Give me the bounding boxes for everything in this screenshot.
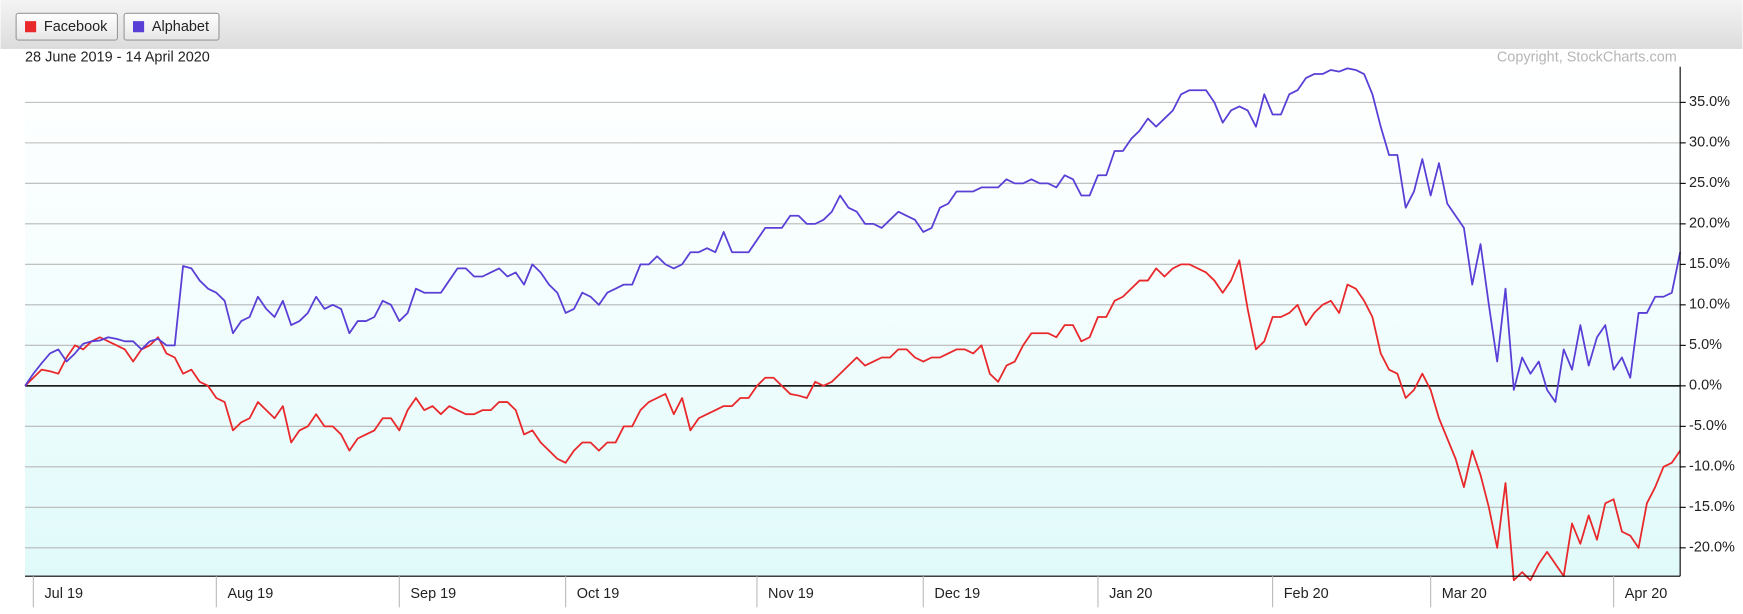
series-line	[24, 259, 1681, 582]
y-tick-label: 25.0%	[1689, 175, 1730, 191]
legend-button[interactable]	[123, 12, 220, 41]
x-tick-label: Mar 20	[1442, 586, 1487, 602]
legend-swatch	[25, 21, 37, 33]
lines	[24, 67, 1682, 582]
legend-label: Alphabet	[152, 19, 209, 35]
y-tick-label: 35.0%	[1689, 94, 1730, 110]
legend-label: Facebook	[44, 19, 108, 35]
y-tick-label: 5.0%	[1689, 337, 1722, 353]
series-line	[24, 67, 1682, 403]
x-tick-label: Oct 19	[577, 586, 620, 602]
y-tick-label: 15.0%	[1689, 256, 1730, 272]
x-tick-label: Dec 19	[934, 586, 980, 602]
y-tick-label: -5.0%	[1689, 418, 1727, 434]
x-tick-label: Aug 19	[227, 586, 273, 602]
legend-item[interactable]: Facebook	[15, 12, 118, 41]
x-tick-label: Apr 20	[1625, 586, 1668, 602]
toolbar	[0, 0, 1743, 49]
x-tick-label: Nov 19	[768, 586, 814, 602]
copyright: Copyright, StockCharts.com	[1497, 50, 1677, 66]
date-range: 28 June 2019 - 14 April 2020	[25, 50, 210, 66]
grid	[25, 101, 1681, 549]
legend-swatch	[133, 21, 145, 33]
y-tick-label: 20.0%	[1689, 216, 1730, 232]
plot-background	[25, 66, 1681, 577]
legend: Facebook Alphabet	[15, 12, 220, 41]
axes: -20.0% -15.0% -10.0% -5.0% 0.0% 5.0% 10.0% 15.0…	[25, 66, 1735, 608]
x-tick-label: Feb 20	[1284, 586, 1329, 602]
y-tick-label: -20.0%	[1689, 540, 1735, 556]
x-tick-label: Jan 20	[1109, 586, 1152, 602]
y-tick-label: -10.0%	[1689, 459, 1735, 475]
y-tick-label: 30.0%	[1689, 135, 1730, 151]
x-tick-label: Jul 19	[44, 586, 83, 602]
legend-button[interactable]	[15, 12, 118, 41]
x-tick-label: Sep 19	[410, 586, 456, 602]
legend-item[interactable]: Alphabet	[123, 12, 220, 41]
y-tick-label: -15.0%	[1689, 499, 1735, 515]
y-tick-label: 10.0%	[1689, 297, 1730, 313]
y-tick-label: 0.0%	[1689, 378, 1722, 394]
